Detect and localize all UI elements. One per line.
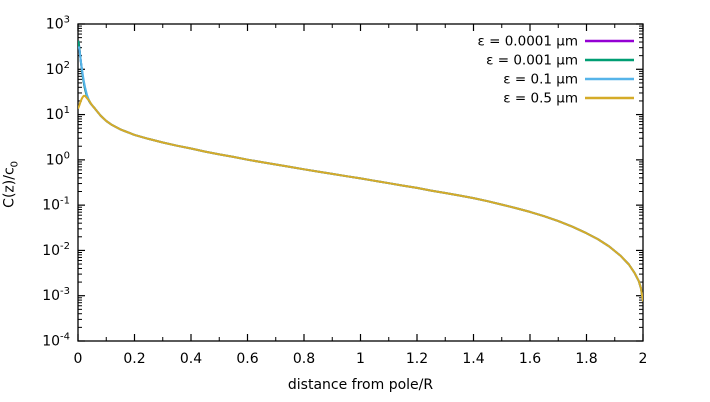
y-tick-label: 10-3	[42, 286, 70, 304]
legend-label: ε = 0.1 μm	[503, 72, 578, 88]
x-tick-label: 0.6	[236, 351, 258, 367]
x-tick-label: 1.4	[462, 351, 484, 367]
y-tick-label: 10-4	[42, 332, 70, 350]
x-axis-title: distance from pole/R	[288, 377, 433, 393]
legend-label: ε = 0.0001 μm	[478, 34, 578, 50]
series-group	[78, 40, 643, 302]
legend-label: ε = 0.001 μm	[486, 53, 578, 69]
y-tick-label: 101	[46, 105, 70, 123]
y-tick-label: 10-1	[42, 196, 70, 214]
y-tick-label: 103	[46, 15, 70, 33]
y-tick-label: 102	[46, 60, 70, 78]
y-tick-label: 10-2	[42, 241, 70, 259]
x-tick-label: 0.4	[180, 351, 202, 367]
y-axis-title-main: C(z)/c	[1, 167, 18, 208]
x-tick-label: 1	[356, 351, 365, 367]
x-tick-label: 0.2	[123, 351, 145, 367]
series-curve-3	[78, 94, 643, 302]
x-tick-label: 0.8	[293, 351, 315, 367]
x-tick-label: 0	[74, 351, 83, 367]
y-tick-label: 100	[46, 150, 70, 168]
x-tick-label: 1.6	[519, 351, 541, 367]
x-tick-label: 1.2	[406, 351, 428, 367]
legend-label: ε = 0.5 μm	[503, 91, 578, 107]
y-axis-title-sub: 0	[9, 160, 21, 168]
y-axis-title: C(z)/c0	[2, 109, 21, 259]
x-tick-label: 2	[639, 351, 648, 367]
x-tick-label: 1.8	[575, 351, 597, 367]
